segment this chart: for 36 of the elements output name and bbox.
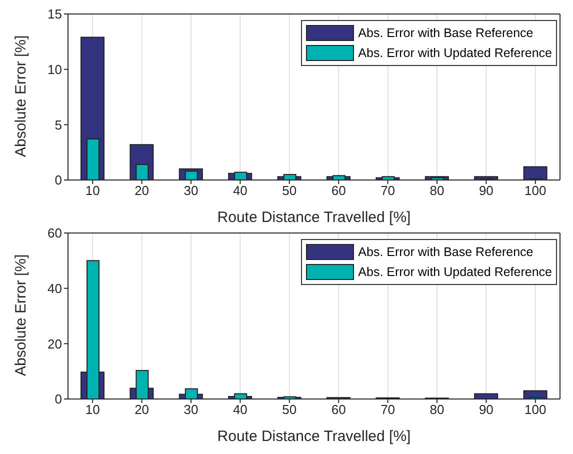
x-tick-label: 60 — [331, 183, 346, 198]
x-tick-label: 70 — [380, 183, 396, 198]
y-tick-label: 20 — [48, 336, 62, 352]
y-axis-title: Absolute Error [%] — [12, 35, 30, 157]
x-tick-label: 50 — [282, 183, 297, 198]
x-tick-label: 80 — [430, 183, 444, 198]
x-tick-label: 20 — [134, 183, 150, 198]
legend-label: Abs. Error with Base Reference — [358, 26, 534, 40]
x-axis-title: Route Distance Travelled [%] — [217, 428, 411, 445]
x-tick-label: 60 — [331, 402, 346, 418]
legend-label: Abs. Error with Updated Reference — [358, 265, 552, 279]
y-tick-label: 40 — [48, 280, 62, 296]
y-tick-label: 10 — [48, 62, 62, 77]
x-tick-label: 50 — [282, 402, 297, 418]
y-axis-title: Absolute Error [%] — [12, 254, 30, 376]
x-tick-label: 20 — [134, 402, 150, 418]
y-tick-label: 60 — [48, 226, 62, 241]
y-tick-label: 15 — [48, 6, 62, 22]
y-tick-label: 0 — [54, 172, 62, 188]
legend-label: Abs. Error with Base Reference — [358, 245, 534, 259]
y-tick-label: 0 — [54, 392, 62, 407]
y-tick-label: 5 — [54, 117, 62, 132]
x-tick-label: 40 — [232, 183, 248, 198]
x-tick-label: 10 — [85, 183, 100, 198]
x-tick-label: 30 — [184, 183, 198, 198]
x-tick-label: 30 — [184, 402, 198, 418]
x-tick-label: 40 — [232, 402, 248, 418]
x-tick-label: 90 — [478, 183, 494, 198]
x-tick-label: 70 — [380, 402, 396, 418]
x-tick-label: 10 — [85, 402, 100, 418]
legend-label: Abs. Error with Updated Reference — [358, 46, 552, 60]
x-tick-label: 90 — [478, 402, 494, 418]
x-axis-title: Route Distance Travelled [%] — [217, 209, 411, 226]
x-tick-label: 100 — [524, 183, 546, 198]
x-tick-label: 80 — [430, 402, 444, 418]
x-tick-label: 100 — [524, 402, 546, 418]
